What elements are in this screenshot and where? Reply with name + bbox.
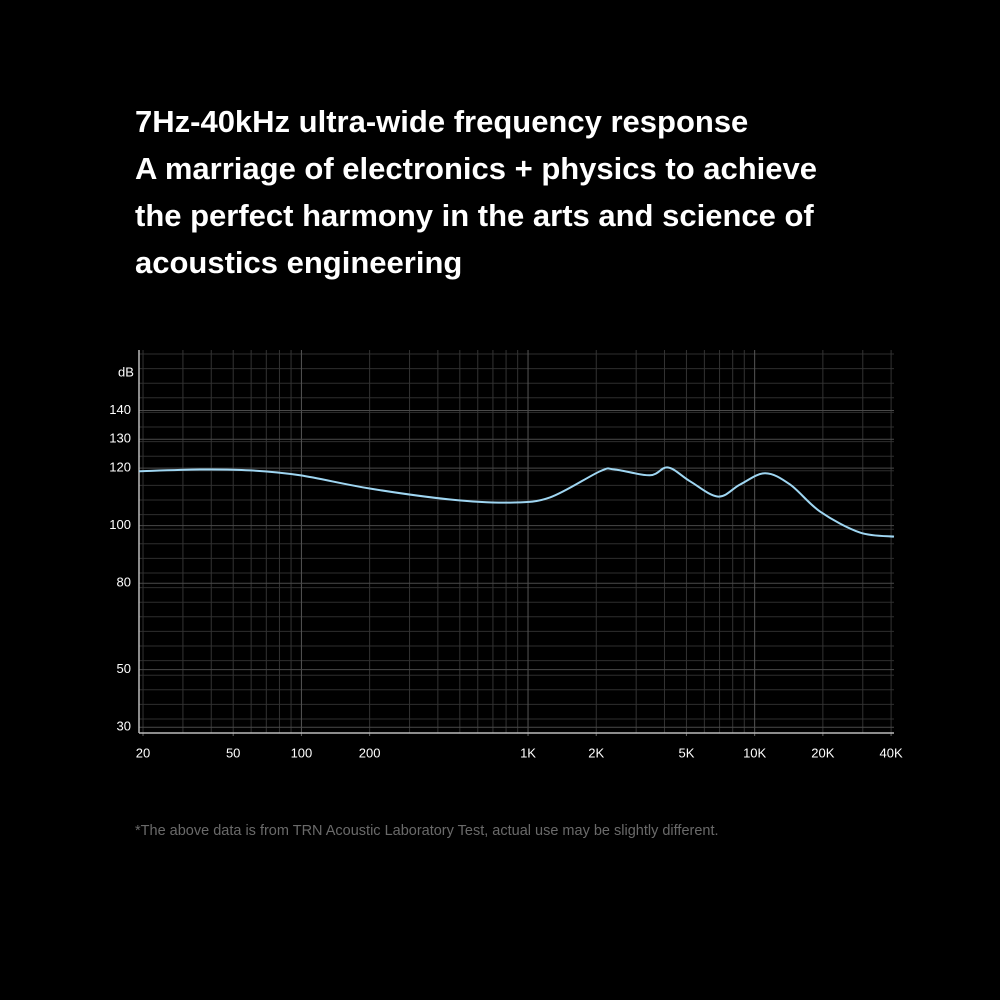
footnote: *The above data is from TRN Acoustic Lab… bbox=[135, 823, 719, 839]
x-tick-label: 1K bbox=[520, 745, 536, 760]
x-tick-label: 50 bbox=[226, 745, 240, 760]
x-tick-label: 100 bbox=[291, 745, 313, 760]
y-tick-label: 30 bbox=[117, 719, 131, 734]
title-line: 7Hz-40kHz ultra-wide frequency response bbox=[135, 104, 748, 139]
title-line: the perfect harmony in the arts and scie… bbox=[135, 198, 814, 233]
y-tick-label: 50 bbox=[117, 661, 131, 676]
title-line: acoustics engineering bbox=[135, 245, 462, 280]
x-tick-label: 10K bbox=[743, 745, 766, 760]
y-tick-label: 100 bbox=[109, 517, 131, 532]
y-tick-label: 140 bbox=[109, 402, 131, 417]
grid: 30 50 80 100 120 130 140 20 50 100 200 1K 2K 5K 10K 20K… bbox=[109, 350, 903, 760]
title: 7Hz-40kHz ultra-wide frequency response A… bbox=[135, 104, 817, 280]
x-tick-label: 2K bbox=[588, 745, 604, 760]
x-tick-label: 200 bbox=[359, 745, 381, 760]
y-tick-label: 120 bbox=[109, 460, 131, 475]
title-line: A marriage of electronics + physics to a… bbox=[135, 151, 817, 186]
x-tick-label: 40K bbox=[880, 745, 903, 760]
x-tick-label: 20K bbox=[811, 745, 834, 760]
marks bbox=[138, 466, 895, 538]
y-tick-label: 130 bbox=[109, 431, 131, 446]
x-tick-label: 20 bbox=[136, 745, 150, 760]
y-tick-label: 80 bbox=[117, 575, 131, 590]
x-tick-label: 5K bbox=[678, 745, 694, 760]
response-curve bbox=[138, 466, 895, 538]
y-axis-label: dB bbox=[118, 364, 134, 379]
